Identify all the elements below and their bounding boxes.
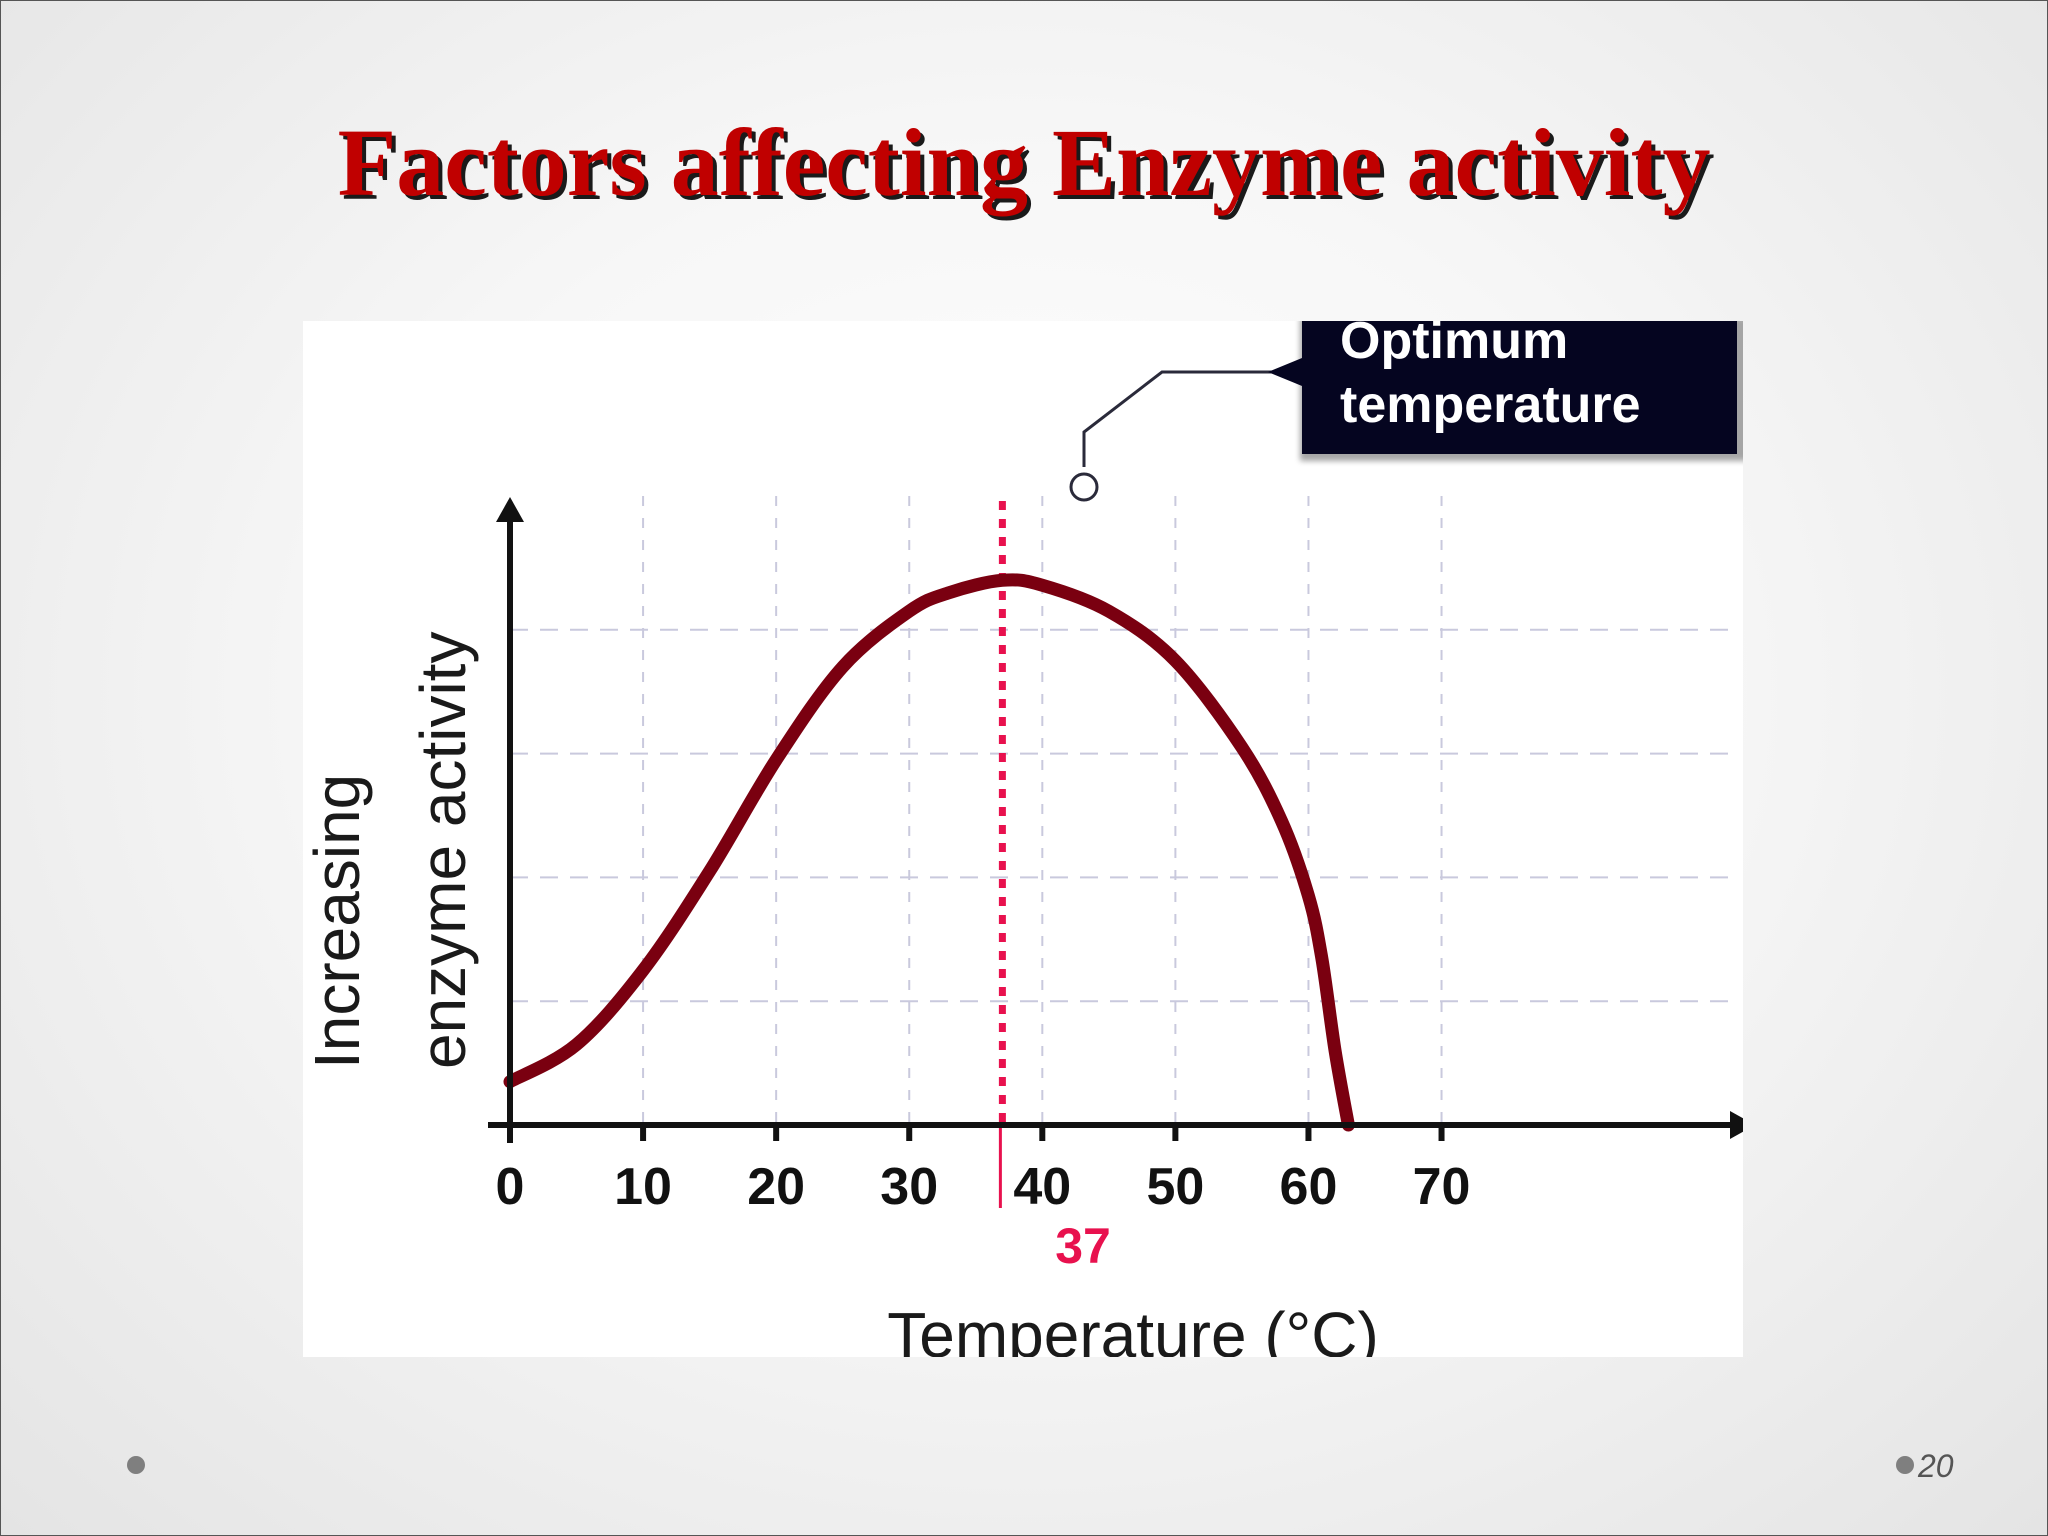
callout-line-1: Optimum <box>1340 321 1568 370</box>
page-number: 20 <box>1918 1448 1954 1484</box>
temperature-activity-chart: 0 10 20 30 40 50 60 70 37 Temperature (°C) Incr… <box>303 321 1743 1357</box>
optimum-callout: Optimum temperature <box>1069 321 1743 502</box>
activity-curve-series-0 <box>503 573 1355 1132</box>
x-tick-label: 70 <box>1413 1158 1471 1216</box>
callout-anchor-circle <box>1069 472 1099 502</box>
activity-curve-group <box>503 573 1355 1132</box>
x-tick-label: 30 <box>880 1158 938 1216</box>
y-axis-arrow-icon <box>496 497 524 522</box>
x-tick-label: 0 <box>496 1158 525 1216</box>
axes <box>488 497 1743 1143</box>
y-axis-title-line-1: Increasing <box>303 774 373 1069</box>
x-tick-label: 50 <box>1146 1158 1204 1216</box>
callout-pointer <box>1268 358 1302 386</box>
callout-leader-line <box>1082 370 1303 467</box>
x-tick-labels: 0 10 20 30 40 50 60 70 <box>496 1158 1471 1216</box>
optimum-marker-label: 37 <box>1055 1218 1111 1274</box>
y-axis-title: Increasing enzyme activity <box>303 632 479 1069</box>
x-tick-label: 10 <box>614 1158 672 1216</box>
optimum-marker <box>998 501 1006 1208</box>
grid-lines <box>510 496 1738 1125</box>
right-bullet-icon <box>1896 1456 1914 1474</box>
y-axis-title-line-2: enzyme activity <box>407 632 479 1069</box>
x-axis-arrow-icon <box>1730 1111 1743 1139</box>
x-tick-label: 20 <box>747 1158 805 1216</box>
callout-box <box>1302 321 1737 454</box>
x-tick-label: 60 <box>1280 1158 1338 1216</box>
callout-line-2: temperature <box>1340 376 1641 434</box>
slide-title: Factors affecting Enzyme activity <box>337 109 1711 216</box>
x-tick-label: 40 <box>1013 1158 1071 1216</box>
chart-panel: 0 10 20 30 40 50 60 70 37 Temperature (°C) Incr… <box>303 321 1743 1357</box>
left-bullet-icon <box>127 1456 145 1474</box>
x-axis-title: Temperature (°C) <box>887 1299 1379 1357</box>
